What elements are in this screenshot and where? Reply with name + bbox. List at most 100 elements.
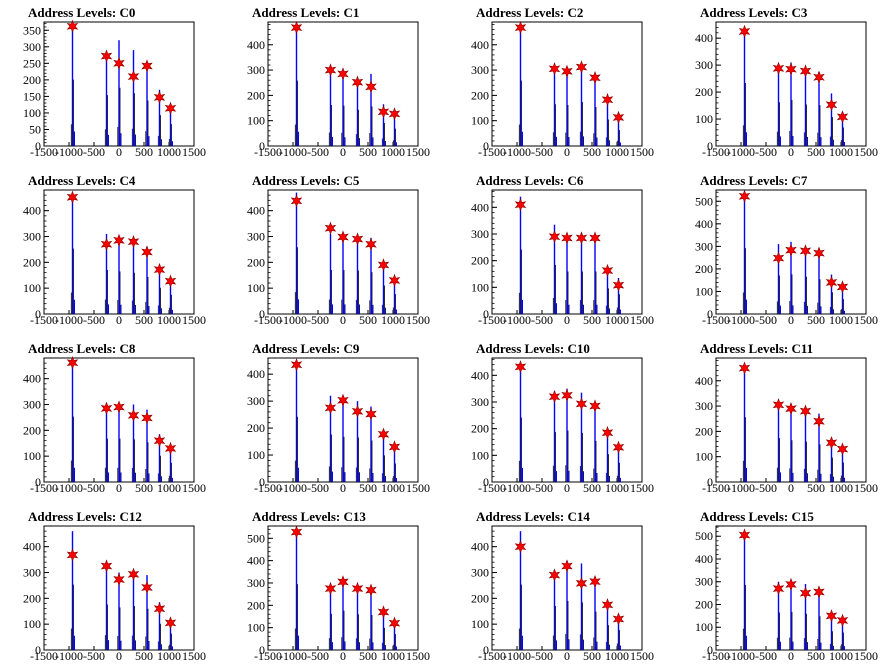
x-tick-label: -500 bbox=[755, 145, 777, 159]
histogram-panel: Address Levels: C2 0 100 200 300 400 -1500 -100… bbox=[448, 0, 672, 168]
y-tick-label: 200 bbox=[247, 598, 265, 612]
chart-title: Address Levels: C15 bbox=[700, 509, 814, 524]
histogram-chart: Address Levels: C8 0 100 200 300 400 -1500-100… bbox=[23, 341, 206, 495]
y-tick-label: 100 bbox=[471, 617, 489, 631]
histogram-peak bbox=[789, 580, 794, 650]
peak-marker bbox=[141, 245, 153, 259]
histogram-peak bbox=[605, 431, 610, 482]
peak-marker bbox=[141, 59, 153, 73]
x-tick-label: 0 bbox=[788, 145, 794, 159]
peak-marker bbox=[164, 101, 177, 115]
peak-marker bbox=[813, 70, 825, 84]
y-tick-label: 0 bbox=[35, 475, 41, 489]
peak-marker bbox=[100, 237, 113, 251]
chart-title: Address Levels: C14 bbox=[476, 509, 590, 524]
peak-marker bbox=[113, 233, 125, 248]
x-tick-label: 1500 bbox=[406, 145, 430, 159]
peak-marker bbox=[561, 559, 573, 573]
y-tick-label: 500 bbox=[695, 194, 713, 208]
histogram-chart: Address Levels: C12 0 100 200 300 400 -1500-10… bbox=[23, 509, 206, 663]
peak-marker bbox=[153, 433, 166, 448]
x-tick-label: 500 bbox=[807, 145, 825, 159]
x-tick-label: -1500 bbox=[30, 649, 58, 663]
histogram-peak bbox=[552, 569, 557, 650]
histogram-peak bbox=[294, 27, 299, 146]
x-tick-label: 0 bbox=[564, 481, 570, 495]
peak-marker bbox=[388, 273, 401, 288]
y-tick-label: 150 bbox=[23, 89, 41, 103]
histogram-panel: Address Levels: C15 0 100 200 300 400 500 -1500… bbox=[672, 504, 896, 672]
y-tick-label: 400 bbox=[695, 552, 713, 566]
x-tick-label: -1000 bbox=[279, 313, 307, 327]
peak-marker bbox=[589, 574, 601, 589]
histogram-peak bbox=[803, 246, 808, 314]
peak-marker bbox=[514, 20, 527, 35]
peak-marker bbox=[290, 20, 303, 35]
x-tick-label: 1500 bbox=[854, 481, 878, 495]
x-tick-label: 1500 bbox=[630, 649, 654, 663]
y-tick-label: 0 bbox=[259, 475, 265, 489]
x-tick-label: 1000 bbox=[157, 649, 181, 663]
histogram-peak bbox=[518, 364, 523, 482]
peak-marker bbox=[548, 389, 561, 404]
x-tick-label: 0 bbox=[116, 481, 122, 495]
peak-marker bbox=[113, 56, 125, 71]
histogram-peak bbox=[565, 388, 570, 482]
x-tick-label: 1000 bbox=[381, 313, 405, 327]
x-tick-label: -1000 bbox=[503, 313, 531, 327]
peak-marker bbox=[100, 49, 113, 63]
histogram-peak bbox=[742, 194, 747, 314]
histogram-peak bbox=[355, 235, 360, 314]
x-tick-label: 1500 bbox=[630, 313, 654, 327]
y-tick-label: 200 bbox=[471, 422, 489, 436]
x-tick-label: 0 bbox=[788, 649, 794, 663]
x-tick-label: 1500 bbox=[630, 145, 654, 159]
histogram-panel: Address Levels: C10 0 100 200 300 400 -1500 -10… bbox=[448, 336, 672, 504]
y-tick-label: 200 bbox=[23, 591, 41, 605]
peak-marker bbox=[772, 61, 785, 76]
x-tick-label: -500 bbox=[307, 649, 329, 663]
x-tick-label: 0 bbox=[564, 649, 570, 663]
peak-marker bbox=[785, 243, 797, 257]
histogram-peak bbox=[341, 233, 346, 314]
x-tick-label: -1500 bbox=[478, 313, 506, 327]
histogram-peak bbox=[552, 391, 557, 482]
peak-marker bbox=[589, 231, 601, 245]
y-tick-label: 0 bbox=[707, 643, 713, 657]
x-tick-label: -1000 bbox=[727, 649, 755, 663]
peak-marker bbox=[813, 246, 825, 260]
x-tick-label: 0 bbox=[116, 649, 122, 663]
peak-marker bbox=[324, 221, 337, 235]
chart-title: Address Levels: C8 bbox=[28, 341, 136, 356]
x-tick-label: 0 bbox=[564, 313, 570, 327]
histogram-peak bbox=[104, 567, 109, 650]
histogram-chart: Address Levels: C6 0 100 200 300 400 -1500-100… bbox=[471, 173, 654, 327]
x-tick-label: 500 bbox=[359, 649, 377, 663]
y-tick-label: 0 bbox=[259, 307, 265, 321]
x-tick-label: 1500 bbox=[854, 313, 878, 327]
histogram-peak bbox=[70, 195, 75, 314]
peak-marker bbox=[561, 388, 573, 403]
y-tick-label: 100 bbox=[247, 281, 265, 295]
y-tick-label: 300 bbox=[471, 566, 489, 580]
histogram-panel: Address Levels: C6 0 100 200 300 400 -1500 -100… bbox=[448, 168, 672, 336]
histogram-chart: Address Levels: C9 0 100 200 300 400 -1500-100… bbox=[247, 341, 430, 495]
peak-marker bbox=[799, 586, 812, 600]
histogram-peak bbox=[117, 236, 122, 314]
chart-title: Address Levels: C5 bbox=[252, 173, 360, 188]
x-tick-label: -500 bbox=[83, 649, 105, 663]
y-tick-label: 300 bbox=[247, 63, 265, 77]
peak-marker bbox=[785, 577, 797, 592]
peak-marker bbox=[561, 231, 573, 245]
peak-marker bbox=[100, 559, 113, 573]
peak-marker bbox=[589, 70, 601, 85]
x-tick-label: 1500 bbox=[854, 145, 878, 159]
histogram-peak bbox=[341, 399, 346, 482]
histogram-peak bbox=[117, 40, 122, 146]
histogram-peak bbox=[131, 569, 136, 650]
y-tick-label: 200 bbox=[23, 255, 41, 269]
peak-marker bbox=[514, 539, 527, 554]
histogram-peak bbox=[518, 196, 523, 314]
x-tick-label: -1000 bbox=[503, 145, 531, 159]
